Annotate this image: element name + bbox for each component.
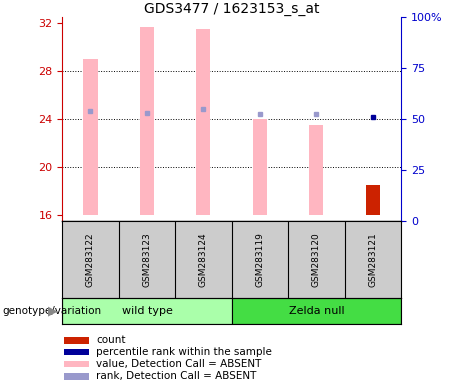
Bar: [64, 337, 89, 344]
Bar: [140, 27, 154, 215]
Text: GSM283124: GSM283124: [199, 232, 208, 286]
Text: wild type: wild type: [122, 306, 172, 316]
Title: GDS3477 / 1623153_s_at: GDS3477 / 1623153_s_at: [144, 2, 319, 16]
Text: genotype/variation: genotype/variation: [2, 306, 101, 316]
Bar: [231, 298, 401, 324]
Bar: [366, 185, 380, 215]
Text: Zelda null: Zelda null: [289, 306, 344, 316]
Text: rank, Detection Call = ABSENT: rank, Detection Call = ABSENT: [96, 371, 257, 381]
Bar: [64, 361, 89, 367]
Bar: [83, 59, 98, 215]
Bar: [62, 298, 231, 324]
Text: GSM283122: GSM283122: [86, 232, 95, 286]
Text: value, Detection Call = ABSENT: value, Detection Call = ABSENT: [96, 359, 262, 369]
Text: GSM283121: GSM283121: [368, 232, 378, 286]
Text: GSM283120: GSM283120: [312, 232, 321, 286]
Text: count: count: [96, 335, 126, 345]
Bar: [196, 29, 211, 215]
Text: percentile rank within the sample: percentile rank within the sample: [96, 347, 272, 357]
Bar: [64, 349, 89, 356]
Text: ▶: ▶: [48, 305, 58, 318]
Text: GSM283123: GSM283123: [142, 232, 152, 286]
Text: GSM283119: GSM283119: [255, 232, 265, 286]
Bar: [64, 373, 89, 380]
Bar: [253, 119, 267, 215]
Bar: [309, 125, 324, 215]
